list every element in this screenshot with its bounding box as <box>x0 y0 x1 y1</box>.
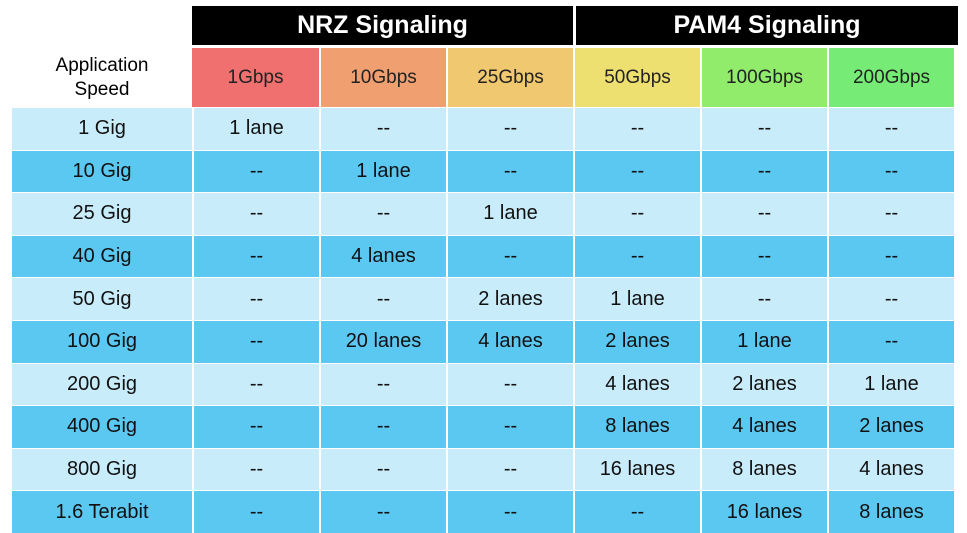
lane-count-cell: -- <box>192 448 319 491</box>
table-row: 25 Gig -- -- 1 lane -- -- -- <box>12 192 958 235</box>
lane-count-cell: -- <box>446 406 573 448</box>
lane-count-cell: -- <box>446 363 573 406</box>
table-row: 100 Gig -- 20 lanes 4 lanes 2 lanes 1 lane -- <box>12 319 958 363</box>
lane-count-cell: 8 lanes <box>827 491 954 533</box>
lane-count-cell: -- <box>192 278 319 320</box>
table-row: 1 Gig 1 lane -- -- -- -- -- <box>12 108 958 150</box>
lane-rate-header: 50Gbps <box>573 48 700 107</box>
lane-count-cell: 2 lanes <box>700 363 827 406</box>
application-speed-cell: 200 Gig <box>12 363 192 406</box>
lane-count-cell: 20 lanes <box>319 320 446 363</box>
table-body: 1 Gig 1 lane -- -- -- -- -- 10 Gig -- 1 lane -- -- -… <box>12 108 958 533</box>
lane-count-cell: 16 lanes <box>573 448 700 491</box>
table-row: 800 Gig -- -- -- 16 lanes 8 lanes 4 lanes <box>12 447 958 491</box>
lane-rate-header: 1Gbps <box>192 48 319 107</box>
lane-count-cell: -- <box>827 235 954 278</box>
lane-count-cell: 1 lane <box>446 193 573 235</box>
lane-count-cell: 4 lanes <box>573 363 700 406</box>
lane-count-cell: -- <box>319 491 446 533</box>
lane-count-cell: -- <box>319 278 446 320</box>
lane-rate-header: 200Gbps <box>827 48 954 107</box>
lane-count-cell: -- <box>319 406 446 448</box>
lane-count-cell: -- <box>827 320 954 363</box>
lane-rate-header: 10Gbps <box>319 48 446 107</box>
lane-count-cell: 4 lanes <box>700 406 827 448</box>
application-speed-cell: 50 Gig <box>12 278 192 320</box>
lane-count-cell: -- <box>446 448 573 491</box>
lane-count-cell: -- <box>446 491 573 533</box>
table-row: 200 Gig -- -- -- 4 lanes 2 lanes 1 lane <box>12 362 958 406</box>
lane-count-cell: -- <box>446 150 573 193</box>
lane-count-cell: -- <box>319 363 446 406</box>
lane-count-cell: 4 lanes <box>827 448 954 491</box>
lane-count-cell: -- <box>827 150 954 193</box>
lane-count-cell: -- <box>573 235 700 278</box>
lane-count-cell: -- <box>827 108 954 150</box>
lane-count-cell: -- <box>192 150 319 193</box>
application-speed-cell: 40 Gig <box>12 235 192 278</box>
application-speed-cell: 25 Gig <box>12 193 192 235</box>
lane-count-cell: -- <box>573 491 700 533</box>
lane-count-cell: 1 lane <box>700 320 827 363</box>
lane-count-cell: -- <box>700 150 827 193</box>
pam4-signaling-header: PAM4 Signaling <box>576 6 958 45</box>
lane-count-cell: 8 lanes <box>573 406 700 448</box>
application-speed-cell: 10 Gig <box>12 150 192 193</box>
table-row: 40 Gig -- 4 lanes -- -- -- -- <box>12 234 958 278</box>
lane-count-cell: 1 lane <box>573 278 700 320</box>
lane-rate-header: 100Gbps <box>700 48 827 107</box>
lane-count-cell: -- <box>192 406 319 448</box>
lane-count-cell: -- <box>827 193 954 235</box>
table-row: 50 Gig -- -- 2 lanes 1 lane -- -- <box>12 277 958 320</box>
lane-count-cell: -- <box>192 235 319 278</box>
lane-count-cell: 2 lanes <box>827 406 954 448</box>
lane-count-cell: -- <box>446 235 573 278</box>
lane-count-cell: -- <box>319 108 446 150</box>
application-speed-cell: 400 Gig <box>12 406 192 448</box>
lane-count-cell: 1 lane <box>319 150 446 193</box>
table-row: 400 Gig -- -- -- 8 lanes 4 lanes 2 lanes <box>12 405 958 448</box>
application-speed-cell: 800 Gig <box>12 448 192 491</box>
lane-count-cell: -- <box>700 235 827 278</box>
lane-count-cell: -- <box>573 150 700 193</box>
lane-count-cell: 2 lanes <box>573 320 700 363</box>
lane-count-cell: -- <box>446 108 573 150</box>
application-speed-cell: 1.6 Terabit <box>12 491 192 533</box>
lane-count-cell: -- <box>700 278 827 320</box>
lane-count-cell: -- <box>192 320 319 363</box>
application-speed-cell: 1 Gig <box>12 108 192 150</box>
lane-rate-header: 25Gbps <box>446 48 573 107</box>
nrz-signaling-header: NRZ Signaling <box>192 6 573 45</box>
table-row: 1.6 Terabit -- -- -- -- 16 lanes 8 lanes <box>12 490 958 533</box>
lane-count-cell: -- <box>319 448 446 491</box>
application-speed-cell: 100 Gig <box>12 320 192 363</box>
application-speed-line2: Speed <box>74 79 130 100</box>
lane-count-cell: 8 lanes <box>700 448 827 491</box>
lane-count-cell: -- <box>192 491 319 533</box>
lane-rate-header-row: 1Gbps 10Gbps 25Gbps 50Gbps 100Gbps 200Gbps <box>192 48 954 107</box>
lane-count-cell: -- <box>192 193 319 235</box>
lane-count-cell: -- <box>573 108 700 150</box>
lane-count-cell: -- <box>319 193 446 235</box>
lane-count-cell: 1 lane <box>827 363 954 406</box>
application-speed-line1: Application <box>55 55 149 76</box>
lane-count-cell: -- <box>573 193 700 235</box>
lane-count-cell: 2 lanes <box>446 278 573 320</box>
table-row: 10 Gig -- 1 lane -- -- -- -- <box>12 149 958 193</box>
application-speed-header: Application Speed <box>12 50 192 106</box>
lane-count-cell: 1 lane <box>192 108 319 150</box>
lane-count-cell: 4 lanes <box>319 235 446 278</box>
lane-count-cell: -- <box>700 193 827 235</box>
lane-count-cell: 16 lanes <box>700 491 827 533</box>
lane-count-cell: -- <box>700 108 827 150</box>
lane-count-cell: 4 lanes <box>446 320 573 363</box>
lane-count-cell: -- <box>192 363 319 406</box>
lane-count-cell: -- <box>827 278 954 320</box>
